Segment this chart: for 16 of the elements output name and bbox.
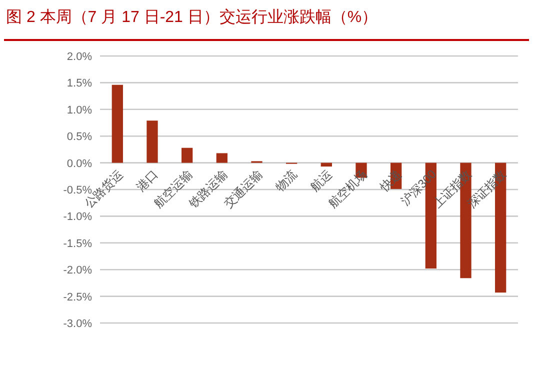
- x-tick-label: 快递: [376, 167, 404, 195]
- x-tick-label: 港口: [134, 167, 160, 194]
- y-tick-label: 2.0%: [66, 51, 92, 63]
- y-tick-label: -0.5%: [63, 184, 92, 196]
- y-tick-label: -2.5%: [63, 291, 92, 304]
- y-tick-label: -1.0%: [63, 211, 92, 224]
- x-tick-label: 物流: [272, 167, 300, 194]
- y-tick-label: -1.5%: [63, 238, 92, 250]
- y-tick-label: 1.0%: [66, 104, 92, 116]
- x-tick-label: 航运: [308, 167, 335, 194]
- y-tick-label: 0.5%: [66, 131, 92, 144]
- y-tick-label: -2.0%: [63, 264, 92, 277]
- y-tick-label: -3.0%: [63, 318, 92, 330]
- title: 图 2 本周（7 月 17 日-21 日）交运行业涨跌幅（%）: [6, 9, 378, 26]
- y-tick-label: 1.5%: [66, 78, 92, 90]
- y-tick-label: 0.0%: [66, 158, 92, 170]
